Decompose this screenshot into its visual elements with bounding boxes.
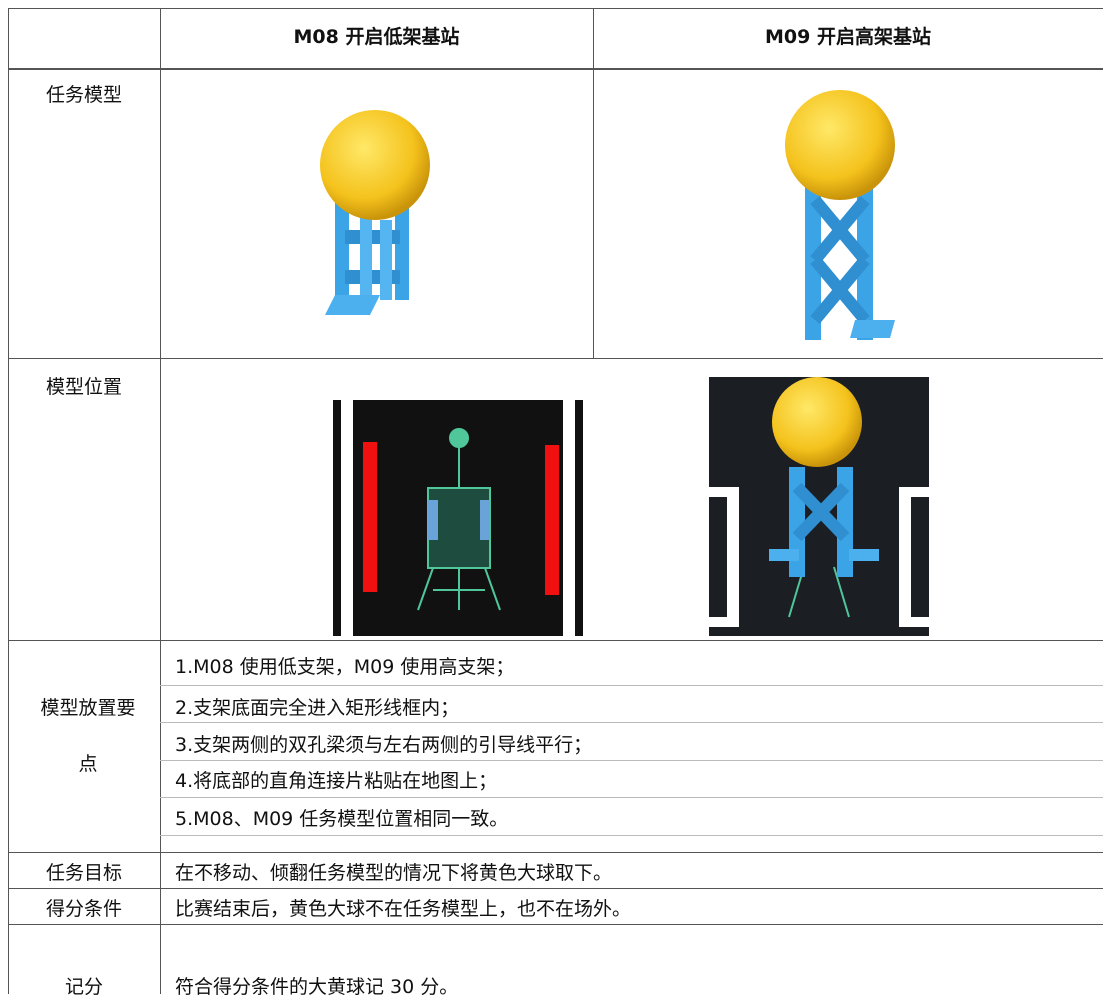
rule xyxy=(8,640,1103,641)
rule xyxy=(593,8,594,358)
row-label: 任务目标 xyxy=(45,862,122,884)
rule xyxy=(8,68,1103,70)
rule xyxy=(8,852,1103,853)
point: 1.M08 使用低支架，M09 使用高支架； xyxy=(175,656,515,678)
rule xyxy=(160,835,1103,836)
row-label: 模型放置要点 xyxy=(40,697,136,775)
cell-text: 在不移动、倾翻任务模型的情况下将黄色大球取下。 xyxy=(175,862,613,884)
row-label: 模型位置 xyxy=(45,376,122,398)
map-image xyxy=(709,377,929,636)
row-label: 任务模型 xyxy=(45,84,122,106)
point: 5.M08、M09 任务模型位置相同一致。 xyxy=(175,808,509,830)
rule xyxy=(160,797,1103,798)
rule xyxy=(8,888,1103,889)
rule xyxy=(160,685,1103,686)
rule xyxy=(8,8,1103,9)
model-image xyxy=(785,90,895,340)
rule xyxy=(160,8,161,994)
rule xyxy=(8,358,1103,359)
point: 4.将底部的直角连接片粘贴在地图上； xyxy=(175,770,498,792)
cell-text: 比赛结束后，黄色大球不在任务模型上，也不在场外。 xyxy=(175,898,632,920)
map-image xyxy=(333,400,583,636)
rule xyxy=(8,8,9,994)
cell-text: 符合得分条件的大黄球记 30 分。 xyxy=(175,976,459,998)
column-header: M08 开启低架基站 xyxy=(293,26,460,48)
model-image xyxy=(320,110,430,315)
rule xyxy=(160,760,1103,761)
rule xyxy=(8,924,1103,925)
column-header: M09 开启高架基站 xyxy=(765,26,931,48)
point: 2.支架底面完全进入矩形线框内； xyxy=(175,697,460,719)
point: 3.支架两侧的双孔梁须与左右两侧的引导线平行； xyxy=(175,734,593,756)
row-label: 记分 xyxy=(64,976,103,998)
row-label: 得分条件 xyxy=(45,898,122,920)
rule xyxy=(160,722,1103,723)
